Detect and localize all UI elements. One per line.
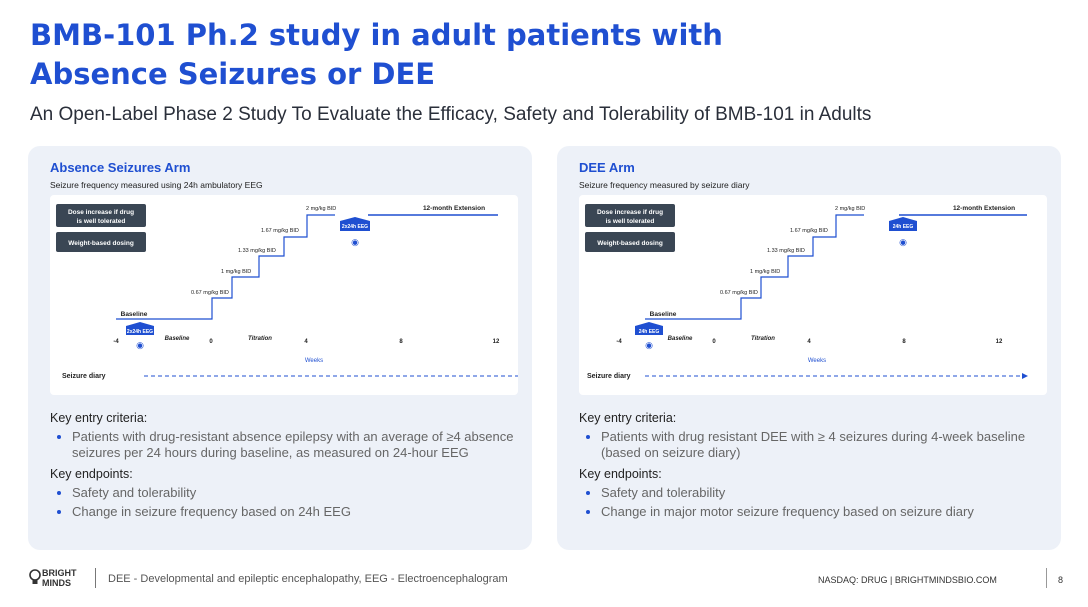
tick-label: 8	[399, 339, 403, 345]
titration-phase-label: Titration	[248, 336, 272, 342]
baseline-label: Baseline	[650, 311, 677, 318]
logo-line-1: BRIGHT	[42, 568, 77, 578]
page-subtitle: An Open-Label Phase 2 Study To Evaluate …	[30, 104, 872, 125]
dose-label-1: 0.67 mg/kg BID	[191, 290, 229, 296]
dose-label-2: 1 mg/kg BID	[750, 269, 780, 275]
weight-dosing-box	[56, 232, 146, 252]
baseline-phase-label: Baseline	[668, 336, 693, 342]
dose-increase-line1: Dose increase if drug	[597, 209, 663, 216]
followup-eeg-badge	[340, 217, 370, 231]
list-item: Safety and tolerability	[601, 485, 1049, 501]
page-title: BMB-101 Ph.2 study in adult patients wit…	[30, 18, 723, 91]
brain-icon: ◉	[645, 340, 653, 350]
dose-label-2: 1 mg/kg BID	[221, 269, 251, 275]
dose-step-line	[645, 214, 864, 320]
endpoints-heading: Key endpoints:	[579, 467, 662, 481]
company-logo: BRIGHT MINDS	[42, 568, 77, 588]
baseline-phase-label: Baseline	[165, 336, 190, 342]
tick-label: -4	[113, 339, 119, 345]
list-item: Change in major motor seizure frequency …	[601, 504, 1049, 520]
lightbulb-icon	[29, 569, 41, 584]
footer-website: NASDAQ: DRUG | BRIGHTMINDSBIO.COM	[818, 575, 997, 585]
logo-line-2: MINDS	[42, 578, 71, 588]
dose-increase-box	[56, 204, 146, 227]
tick-label: 4	[304, 339, 308, 345]
dose-increase-line2: is well tolerated	[77, 218, 126, 225]
study-design-diagram: Dose increase if drug is well tolerated …	[579, 195, 1047, 395]
footer-divider	[95, 568, 96, 588]
followup-eeg-label: 24h EEG	[893, 224, 914, 230]
footer-divider	[1046, 568, 1047, 588]
arm-title: Absence Seizures Arm	[50, 160, 191, 175]
footnote: DEE - Developmental and epileptic enceph…	[108, 573, 508, 585]
arm-subtitle: Seizure frequency measured using 24h amb…	[50, 180, 263, 190]
key-criteria-section: Key entry criteria: Patients with drug-r…	[50, 411, 520, 526]
list-item: Patients with drug-resistant absence epi…	[72, 429, 520, 461]
extension-label: 12-month Extension	[953, 205, 1015, 212]
titration-phase-label: Titration	[751, 336, 775, 342]
criteria-list: Patients with drug resistant DEE with ≥ …	[579, 429, 1049, 461]
list-item: Change in seizure frequency based on 24h…	[72, 504, 520, 520]
weight-dosing-label: Weight-based dosing	[68, 240, 134, 247]
dose-label-5: 2 mg/kg BID	[835, 206, 865, 212]
criteria-list: Patients with drug-resistant absence epi…	[50, 429, 520, 461]
page-number: 8	[1058, 575, 1064, 585]
brain-icon: ◉	[351, 237, 359, 247]
brain-icon: ◉	[899, 237, 907, 247]
endpoints-list: Safety and tolerability Change in major …	[579, 485, 1049, 520]
dose-increase-line1: Dose increase if drug	[68, 209, 134, 216]
list-item: Patients with drug resistant DEE with ≥ …	[601, 429, 1049, 461]
weight-dosing-box	[585, 232, 675, 252]
baseline-eeg-label: 24h EEG	[639, 329, 660, 335]
dose-label-1: 0.67 mg/kg BID	[720, 290, 758, 296]
followup-eeg-label: 2x24h EEG	[342, 224, 368, 230]
dose-step-line	[116, 214, 335, 320]
tick-label: -4	[616, 339, 622, 345]
seizure-diary-label: Seizure diary	[62, 373, 106, 380]
brain-icon: ◉	[136, 340, 144, 350]
tick-label: 12	[493, 339, 500, 345]
dose-label-3: 1.33 mg/kg BID	[767, 248, 805, 254]
dose-increase-line2: is well tolerated	[606, 218, 655, 225]
dose-label-3: 1.33 mg/kg BID	[238, 248, 276, 254]
list-item: Safety and tolerability	[72, 485, 520, 501]
dee-arm-panel: DEE Arm Seizure frequency measured by se…	[557, 146, 1061, 550]
tick-label: 12	[996, 339, 1003, 345]
weight-dosing-label: Weight-based dosing	[597, 240, 663, 247]
dose-label-5: 2 mg/kg BID	[306, 206, 336, 212]
arm-title: DEE Arm	[579, 160, 635, 175]
baseline-eeg-badge	[126, 322, 154, 335]
seizure-diary-label: Seizure diary	[587, 373, 631, 380]
endpoints-list: Safety and tolerability Change in seizur…	[50, 485, 520, 520]
criteria-heading: Key entry criteria:	[579, 411, 677, 425]
absence-arm-panel: Absence Seizures Arm Seizure frequency m…	[28, 146, 532, 550]
study-design-diagram: Dose increase if drug is well tolerated …	[50, 195, 518, 395]
tick-label: 0	[209, 339, 213, 345]
weeks-label: Weeks	[305, 358, 323, 364]
key-criteria-section: Key entry criteria: Patients with drug r…	[579, 411, 1049, 526]
tick-label: 4	[807, 339, 811, 345]
dose-label-4: 1.67 mg/kg BID	[790, 228, 828, 234]
followup-eeg-badge	[889, 217, 917, 231]
dose-increase-box	[585, 204, 675, 227]
tick-label: 8	[902, 339, 906, 345]
weeks-label: Weeks	[808, 358, 826, 364]
criteria-heading: Key entry criteria:	[50, 411, 148, 425]
arm-subtitle: Seizure frequency measured by seizure di…	[579, 180, 750, 190]
baseline-eeg-label: 2x24h EEG	[127, 329, 153, 335]
extension-label: 12-month Extension	[423, 205, 485, 212]
endpoints-heading: Key endpoints:	[50, 467, 133, 481]
baseline-label: Baseline	[121, 311, 148, 318]
dose-label-4: 1.67 mg/kg BID	[261, 228, 299, 234]
baseline-eeg-badge	[635, 322, 663, 335]
tick-label: 0	[712, 339, 716, 345]
